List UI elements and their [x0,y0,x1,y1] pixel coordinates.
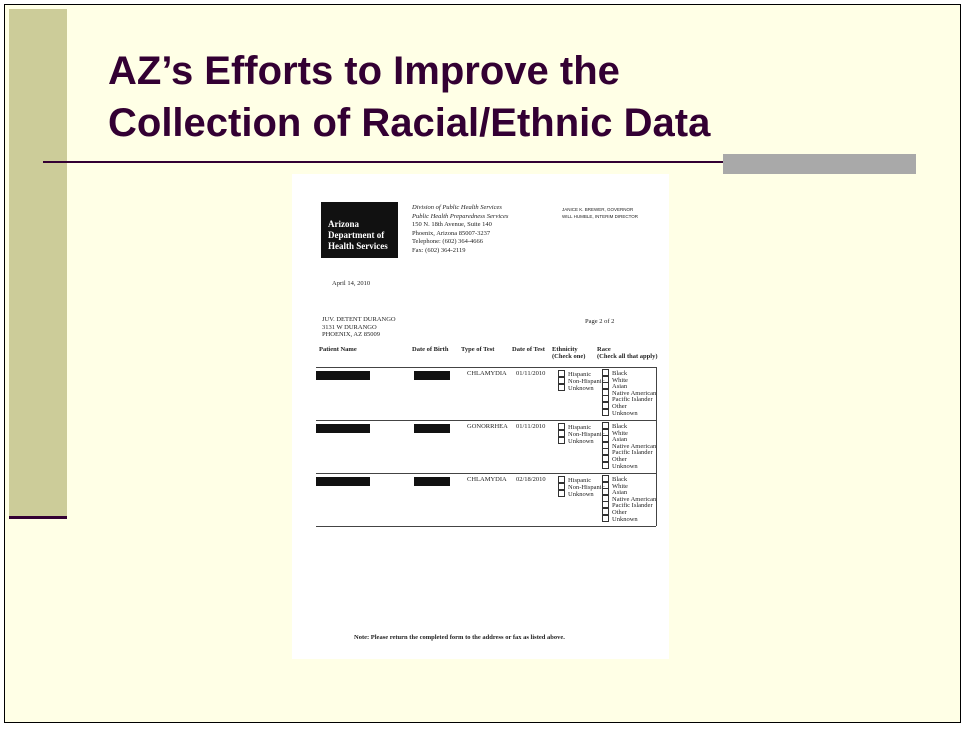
slide: AZ’s Efforts to Improve the Collection o… [4,4,961,723]
test-date: 01/11/2010 [516,423,545,431]
row-rule [316,473,656,474]
title-line: AZ’s Efforts to Improve the [108,45,710,97]
redaction [316,477,370,486]
row-rule [316,420,656,421]
race-option: Unknown [602,515,638,524]
row-rule [316,526,656,527]
race-option: Unknown [602,409,638,418]
test-type: GONORRHEA [467,423,508,431]
test-type: CHLAMYDIA [467,476,507,484]
ethnicity-option: Unknown [558,490,594,499]
division-line: Telephone: (602) 364-4666 [412,238,483,246]
option-label: Unknown [568,491,594,498]
official: WILL HUMBLE, INTERIM DIRECTOR [562,214,638,219]
official: JANICE K. BREWER, GOVERNOR [562,207,633,212]
table-header: Type of Test [461,346,494,354]
race-option: Unknown [602,462,638,471]
letter-date: April 14, 2010 [332,280,370,288]
column-rule [656,367,657,526]
side-bar-line [9,516,67,519]
test-date: 01/11/2010 [516,370,545,378]
table-header: Date of Birth [412,346,448,354]
division-line: Phoenix, Arizona 85007-3237 [412,230,490,238]
title-line: Collection of Racial/Ethnic Data [108,97,710,149]
option-label: Unknown [612,410,638,417]
division-line: Division of Public Health Services [412,204,502,212]
division-line: 150 N. 18th Avenue, Suite 140 [412,221,492,229]
option-label: Unknown [612,463,638,470]
redaction [414,424,450,433]
division-line: Public Health Preparedness Services [412,213,508,221]
table-header-note: (Check all that apply) [597,353,658,361]
ethnicity-option: Unknown [558,384,594,393]
option-label: Unknown [612,516,638,523]
table-header-note: (Check one) [552,353,585,361]
slide-title: AZ’s Efforts to Improve the Collection o… [108,45,710,149]
letter-note: Note: Please return the completed form t… [354,634,565,642]
page-number: Page 2 of 2 [585,318,614,326]
option-label: Unknown [568,438,594,445]
side-bar [9,9,67,517]
logo-text: Health Services [328,241,388,251]
logo-text: Department of [328,230,384,240]
ethnicity-option: Unknown [558,437,594,446]
test-date: 02/18/2010 [516,476,546,484]
redaction [414,477,450,486]
redaction [414,371,450,380]
table-header: Date of Test [512,346,545,354]
division-line: Fax: (602) 364-2119 [412,247,466,255]
test-type: CHLAMYDIA [467,370,507,378]
redaction [316,424,370,433]
option-label: Unknown [568,385,594,392]
redaction [316,371,370,380]
recipient-line: PHOENIX, AZ 85009 [322,331,380,339]
table-rule [316,367,656,368]
table-header: Patient Name [319,346,357,354]
accent-bar [723,154,916,174]
logo-text: Arizona [328,219,359,229]
